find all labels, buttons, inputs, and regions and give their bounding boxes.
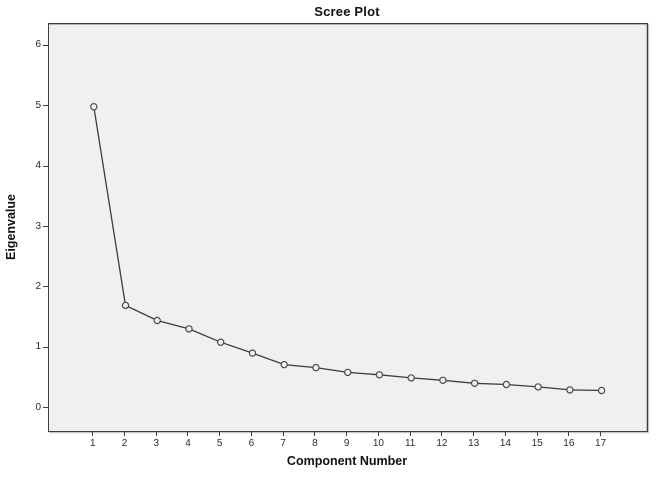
- chart-title: Scree Plot: [314, 4, 380, 19]
- x-tick-label: 1: [89, 438, 96, 449]
- plot-area: [48, 23, 648, 432]
- x-axis-tick: [473, 431, 475, 436]
- y-axis-tick: [43, 226, 48, 227]
- data-point-marker: [566, 386, 574, 394]
- y-axis-label: Eigenvalue: [4, 194, 18, 260]
- series-line: [93, 106, 602, 392]
- data-point-marker: [375, 371, 384, 379]
- x-tick-label: 17: [595, 438, 607, 449]
- data-point-marker: [439, 376, 447, 384]
- x-tick-label: 3: [153, 438, 160, 449]
- y-axis-tick: [43, 407, 48, 409]
- data-point-marker: [407, 374, 415, 382]
- data-point-marker: [185, 325, 193, 333]
- x-axis-tick: [536, 431, 538, 436]
- x-axis-tick: [282, 431, 284, 436]
- y-axis-tick: [43, 286, 48, 288]
- x-axis-tick: [504, 431, 506, 436]
- x-axis-tick: [219, 431, 221, 436]
- y-axis-tick: [43, 44, 48, 46]
- x-axis-tick: [377, 431, 379, 436]
- x-tick-label: 13: [468, 438, 480, 449]
- x-axis-tick: [346, 431, 348, 436]
- data-point-marker: [312, 363, 320, 372]
- data-point-marker: [121, 301, 130, 310]
- data-point-marker: [90, 102, 98, 111]
- y-tick-label: 1: [35, 341, 41, 353]
- data-point-marker: [470, 379, 479, 387]
- x-tick-label: 8: [312, 438, 318, 449]
- data-point-marker: [534, 383, 542, 391]
- data-point-marker: [597, 386, 606, 395]
- y-tick-label: 4: [35, 160, 41, 172]
- x-tick-label: 5: [216, 438, 223, 449]
- line-series: [90, 102, 606, 395]
- x-axis-tick: [187, 431, 189, 436]
- y-axis-tick: [43, 165, 48, 167]
- x-axis-tick: [314, 431, 316, 436]
- data-point-marker: [153, 316, 161, 325]
- x-tick-label: 6: [248, 438, 255, 449]
- y-axis-tick: [43, 346, 48, 348]
- x-axis-tick: [441, 431, 443, 436]
- x-tick-label: 14: [499, 438, 511, 449]
- y-axis-tick: [43, 105, 48, 107]
- y-tick-label: 5: [35, 99, 41, 111]
- x-axis-tick: [92, 431, 94, 436]
- x-axis-tick: [155, 431, 157, 436]
- y-tick-label: 3: [35, 220, 41, 232]
- x-tick-label: 7: [280, 438, 286, 449]
- data-point-marker: [280, 360, 288, 369]
- x-axis-tick: [409, 431, 411, 436]
- x-tick-label: 2: [121, 438, 128, 449]
- x-tick-label: 10: [372, 438, 384, 449]
- data-point-marker: [248, 349, 257, 357]
- x-tick-label: 12: [436, 438, 448, 449]
- y-tick-label: 2: [35, 280, 41, 292]
- x-tick-label: 11: [404, 438, 416, 449]
- x-axis-tick: [600, 431, 602, 436]
- data-point-marker: [502, 380, 511, 389]
- x-tick-label: 15: [531, 438, 543, 449]
- x-tick-label: 9: [343, 438, 350, 449]
- x-axis-label: Component Number: [286, 454, 408, 468]
- data-point-marker: [344, 368, 352, 377]
- x-tick-label: 16: [563, 438, 575, 449]
- y-tick-label: 6: [35, 39, 41, 51]
- data-point-marker: [216, 338, 225, 346]
- x-axis-tick: [250, 431, 252, 436]
- y-tick-label: 0: [35, 401, 41, 413]
- x-axis-tick: [568, 431, 570, 436]
- x-tick-label: 4: [185, 438, 191, 449]
- x-axis-tick: [123, 431, 125, 436]
